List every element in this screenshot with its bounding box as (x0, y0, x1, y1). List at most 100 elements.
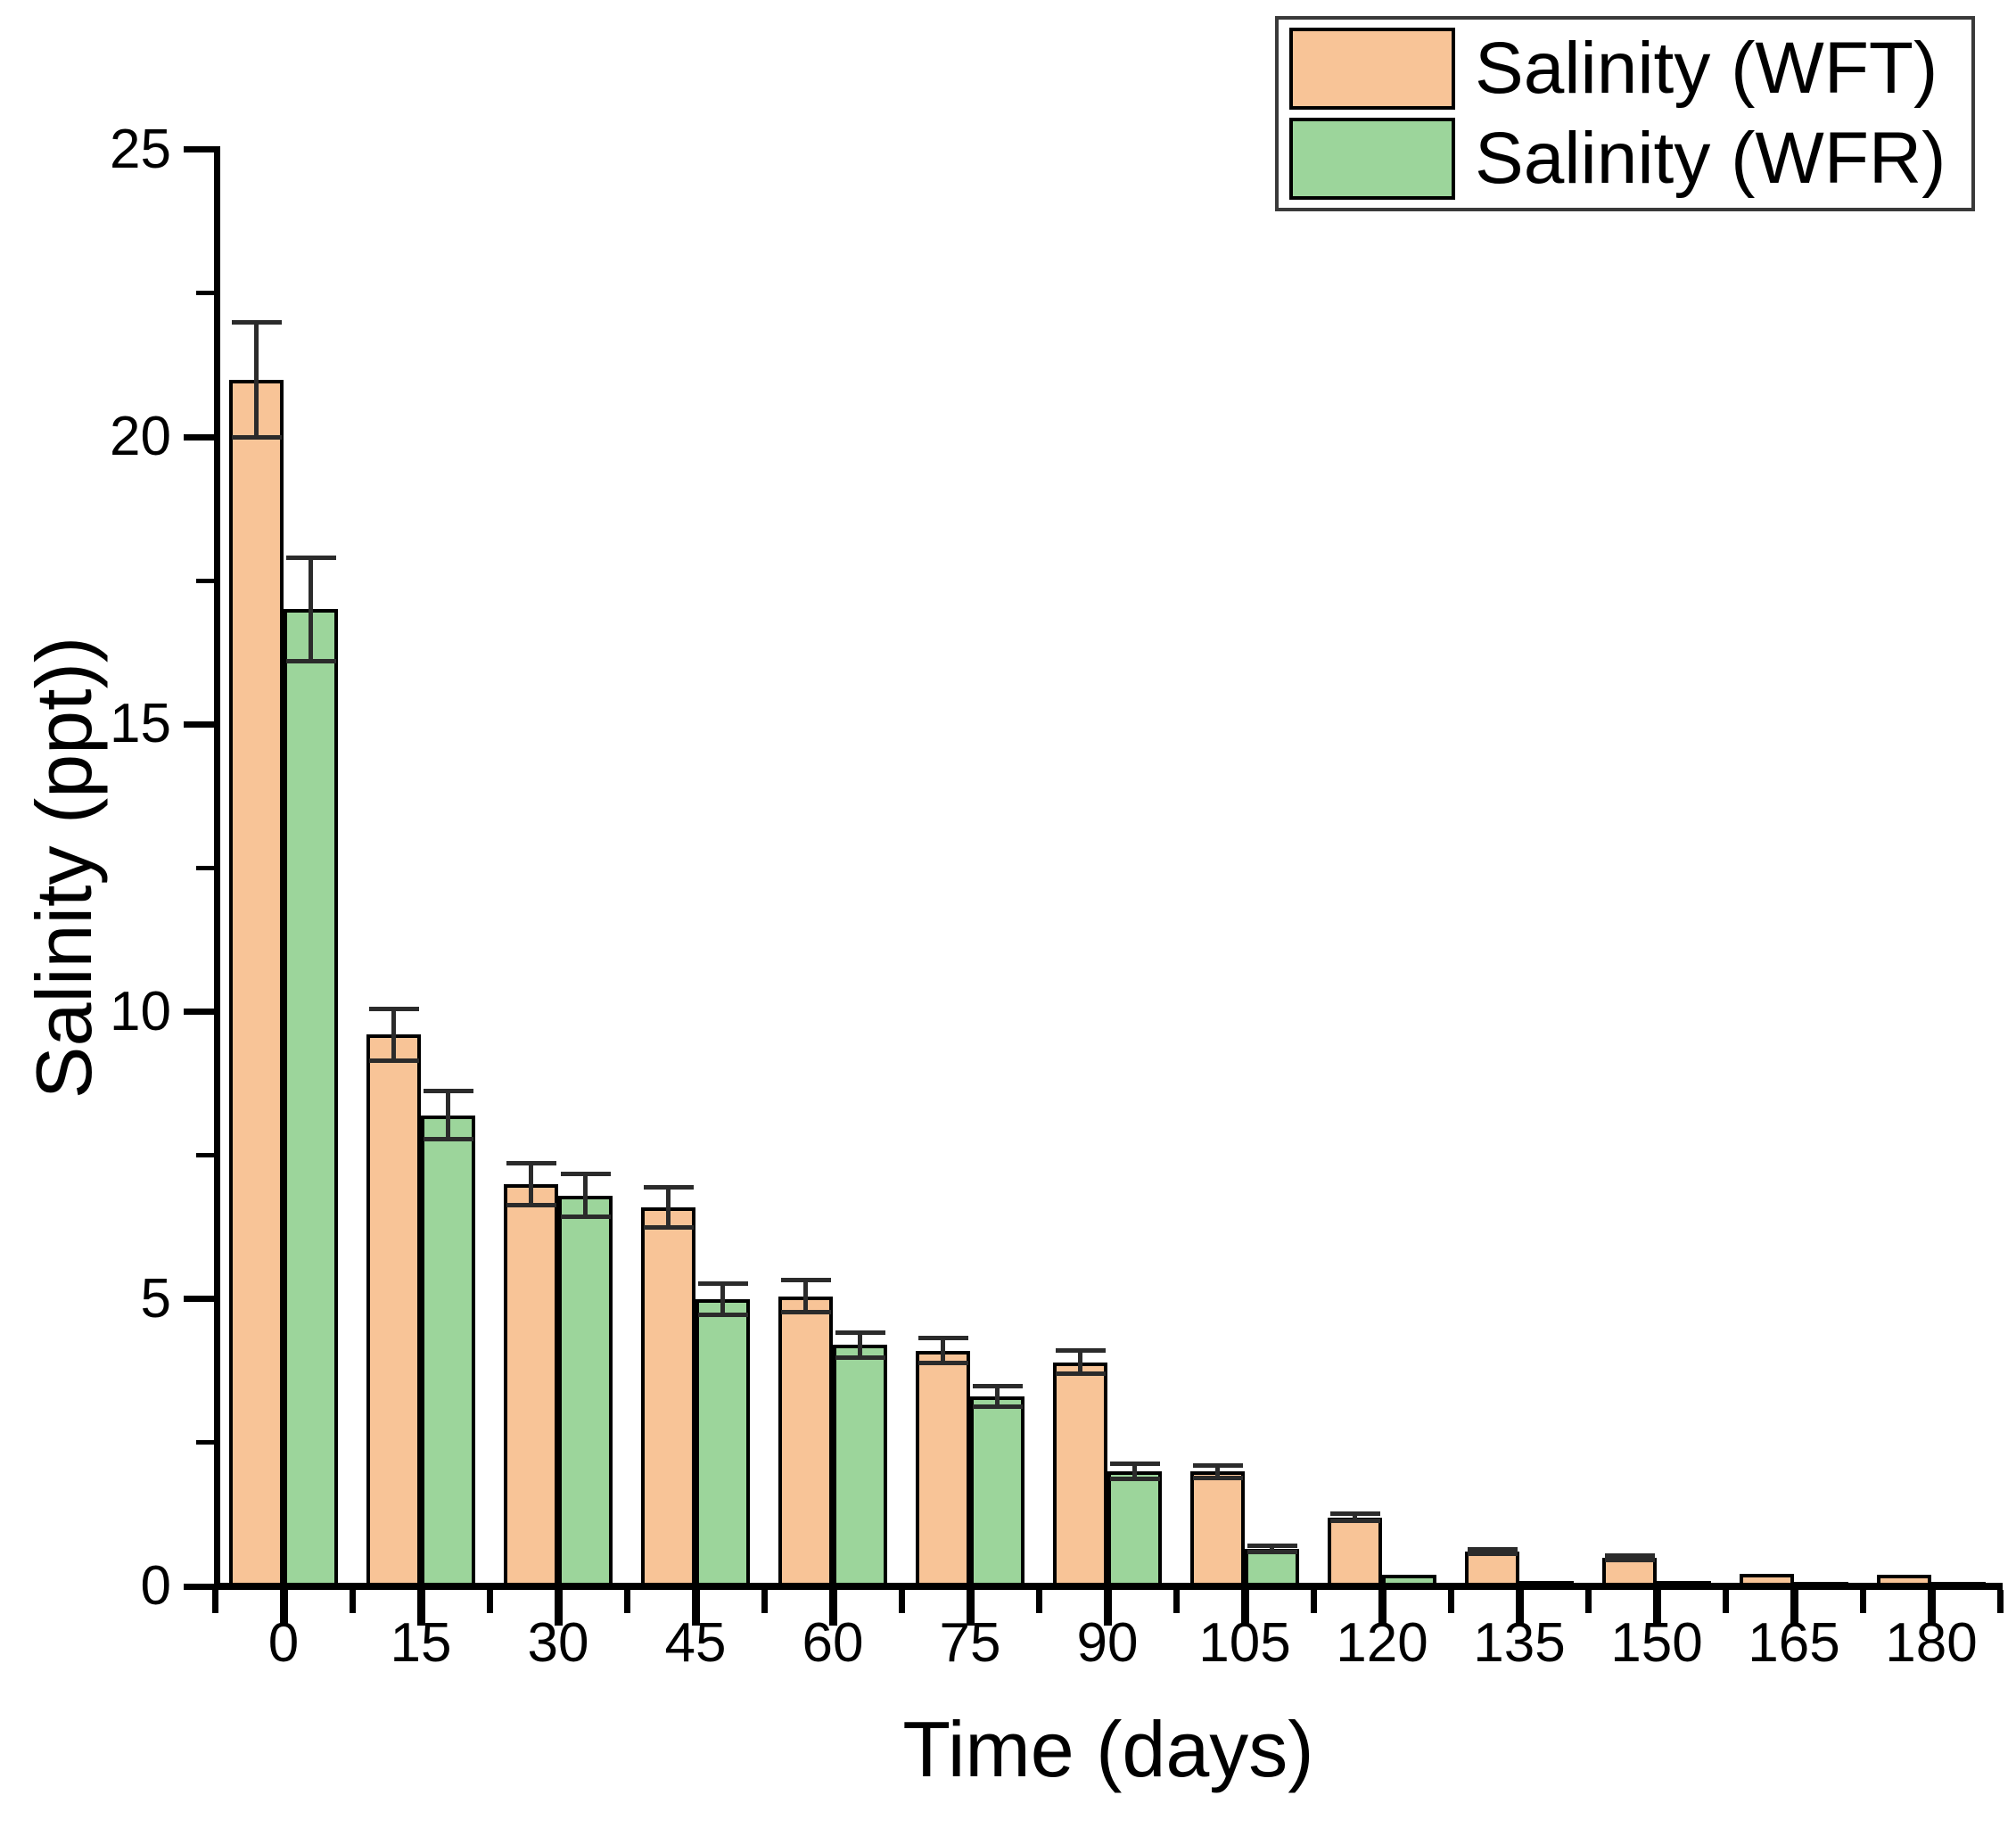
bar-wfr-0 (284, 609, 338, 1586)
bar-wft-120 (1328, 1517, 1382, 1586)
y-major-tick (184, 1009, 214, 1015)
y-major-tick (184, 1296, 214, 1303)
error-bar-cap-bottom (1055, 1371, 1106, 1377)
bar-wfr-75 (970, 1396, 1024, 1586)
legend-label-wfr: Salinity (WFR) (1475, 118, 1946, 199)
error-bar-stem (446, 1091, 450, 1140)
legend-row-wft: Salinity (WFT) (1289, 28, 1971, 110)
bar-wft-90 (1053, 1362, 1107, 1586)
error-bar-stem (720, 1283, 725, 1315)
error-bar-stem (666, 1187, 671, 1228)
error-bar-cap-top (643, 1184, 694, 1190)
error-bar-stem (1627, 1555, 1632, 1560)
bar-wft-75 (916, 1350, 970, 1586)
error-bar-cap-bottom (285, 658, 336, 663)
error-bar-cap-top (972, 1384, 1023, 1389)
legend: Salinity (WFT) Salinity (WFR) (1275, 16, 1975, 211)
y-tick-label: 0 (140, 1555, 171, 1617)
y-minor-tick (196, 865, 214, 870)
error-bar-cap-bottom (560, 1215, 611, 1220)
y-tick-label: 20 (110, 406, 171, 467)
error-bar-cap-bottom (972, 1404, 1023, 1410)
error-bar-cap-bottom (1329, 1519, 1380, 1524)
bar-wft-0 (229, 379, 284, 1586)
error-bar-cap-bottom (643, 1224, 694, 1230)
legend-swatch-wfr (1289, 118, 1455, 200)
error-bar-cap-bottom (1467, 1552, 1518, 1557)
error-bar-cap-bottom (1604, 1557, 1655, 1562)
error-bar-stem (1132, 1463, 1137, 1479)
y-axis-spine (214, 146, 220, 1590)
bar-wfr-45 (695, 1298, 750, 1586)
error-bar-cap-top (1467, 1547, 1518, 1552)
error-bar-cap-bottom (231, 434, 282, 440)
bar-wfr-90 (1107, 1471, 1162, 1586)
x-minor-tick (623, 1590, 630, 1613)
y-tick-label: 10 (110, 980, 171, 1042)
x-minor-tick (349, 1590, 356, 1613)
error-bar-cap-top (560, 1172, 611, 1177)
y-major-tick (184, 433, 214, 441)
y-major-tick (184, 146, 214, 153)
x-minor-tick (761, 1590, 768, 1613)
error-bar-stem (1353, 1513, 1357, 1521)
error-bar-cap-bottom (1109, 1476, 1160, 1481)
bar-wft-30 (504, 1183, 558, 1586)
bar-wft-135 (1465, 1552, 1519, 1586)
legend-swatch-wft (1289, 28, 1455, 110)
error-bar-cap-top (506, 1160, 556, 1165)
x-major-tick (554, 1590, 563, 1626)
error-bar-cap-top (1109, 1462, 1160, 1467)
error-bar-stem (391, 1009, 396, 1061)
x-major-tick (691, 1590, 700, 1626)
legend-label-wft: Salinity (WFT) (1475, 28, 1938, 109)
x-minor-tick (1447, 1590, 1454, 1613)
error-bar-cap-top (1192, 1462, 1243, 1468)
x-minor-tick (1310, 1590, 1317, 1613)
error-bar-cap-bottom (368, 1058, 419, 1063)
error-bar-cap-top (780, 1277, 831, 1282)
bar-wft-45 (641, 1206, 695, 1586)
y-minor-tick (196, 578, 214, 583)
error-bar-cap-top (1329, 1511, 1380, 1517)
error-bar-cap-top (285, 555, 336, 560)
error-bar-cap-bottom (917, 1361, 968, 1366)
x-minor-tick (1859, 1590, 1866, 1613)
error-bar-cap-top (1055, 1348, 1106, 1354)
y-major-tick (184, 1583, 214, 1590)
error-bar-stem (1490, 1549, 1494, 1554)
error-bar-stem (803, 1280, 808, 1313)
bar-wft-15 (366, 1034, 421, 1586)
y-tick-label: 15 (110, 693, 171, 755)
error-bar-cap-top (1247, 1544, 1297, 1549)
x-major-tick (1240, 1590, 1249, 1626)
error-bar-cap-bottom (835, 1355, 885, 1360)
error-bar-cap-top (368, 1006, 419, 1011)
error-bar-cap-top (231, 319, 282, 325)
x-axis-title: Time (days) (902, 1705, 1314, 1793)
y-minor-tick (196, 1440, 214, 1445)
error-bar-cap-bottom (697, 1312, 748, 1317)
error-bar-stem (941, 1338, 945, 1363)
x-major-tick (279, 1590, 288, 1626)
error-bar-stem (529, 1163, 533, 1206)
x-major-tick (828, 1590, 837, 1626)
error-bar-stem (1078, 1350, 1082, 1374)
error-bar-cap-bottom (423, 1137, 473, 1142)
x-major-tick (1515, 1590, 1524, 1626)
x-minor-tick (1173, 1590, 1180, 1613)
error-bar-stem (583, 1173, 588, 1217)
bar-wfr-30 (558, 1195, 613, 1586)
x-major-tick (1927, 1590, 1936, 1626)
x-minor-tick (1996, 1590, 2004, 1613)
error-bar-cap-top (697, 1280, 748, 1286)
x-major-tick (1378, 1590, 1387, 1626)
error-bar-stem (254, 322, 259, 437)
legend-row-wfr: Salinity (WFR) (1289, 118, 1971, 200)
x-minor-tick (898, 1590, 905, 1613)
error-bar-cap-bottom (780, 1310, 831, 1315)
x-major-tick (1103, 1590, 1112, 1626)
error-bar-cap-top (917, 1336, 968, 1341)
x-minor-tick (1722, 1590, 1729, 1613)
